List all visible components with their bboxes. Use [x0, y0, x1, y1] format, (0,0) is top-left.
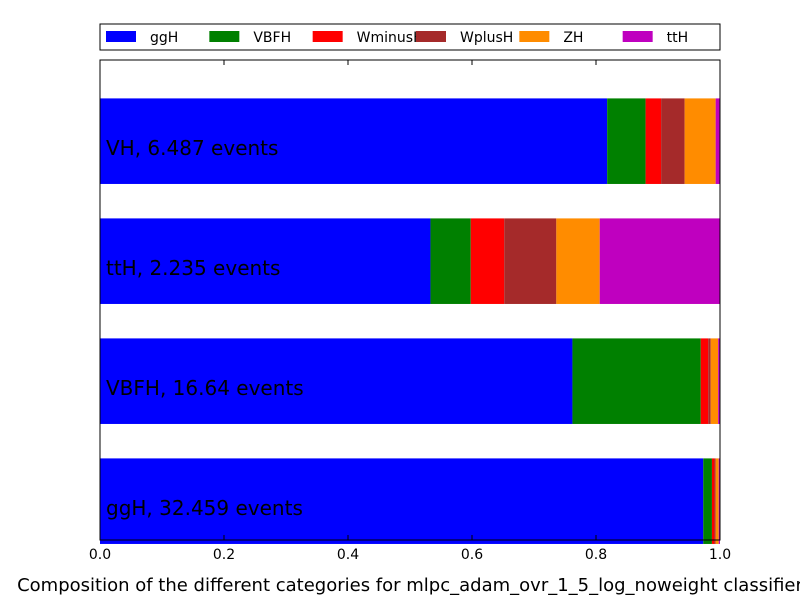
bar-label-vh: VH, 6.487 events: [106, 136, 278, 160]
bar-segment-vbfh-zh: [710, 338, 719, 424]
x-tick-label: 0.2: [213, 547, 235, 563]
bar-segment-ggh-vbfh: [703, 458, 712, 544]
bar-segment-vbfh-wminush: [700, 338, 709, 424]
bar-segment-vbfh-tth: [718, 338, 720, 424]
x-tick-label: 1.0: [709, 547, 731, 563]
legend-swatch-ggh: [106, 31, 136, 42]
bar-segment-vbfh-vbfh: [572, 338, 701, 424]
legend-box: [99, 23, 721, 51]
bar-segment-vh-ggh: [100, 98, 608, 184]
legend-label-vbfh: VBFH: [253, 30, 291, 46]
x-tick-label: 0.6: [461, 547, 483, 563]
bar-label-vbfh: VBFH, 16.64 events: [106, 376, 304, 400]
bar-segment-ggh-wminush: [711, 458, 715, 544]
bar-segment-vh-vbfh: [607, 98, 646, 184]
plot-frame: [99, 59, 721, 541]
bar-segment-tth-vbfh: [430, 218, 471, 304]
bar-segment-vh-zh: [684, 98, 716, 184]
bar-label-ggh: ggH, 32.459 events: [106, 496, 303, 520]
bar-segment-vh-wplush: [661, 98, 685, 184]
bar-segment-vh-wminush: [645, 98, 662, 184]
bar-segment-tth-zh: [556, 218, 600, 304]
legend-label-zh: ZH: [563, 30, 583, 46]
x-tick-label: 0.8: [585, 547, 607, 563]
legend-swatch-wminush: [312, 31, 343, 42]
bar-segment-vh-tth: [715, 98, 720, 184]
legend-label-wminush: WminusH: [357, 30, 424, 46]
bar-segment-tth-ggh: [100, 218, 431, 304]
legend-swatch-tth: [622, 31, 653, 42]
bar-segment-vbfh-ggh: [100, 338, 573, 424]
legend-swatch-vbfh: [209, 31, 240, 42]
x-tick-label: 0.4: [337, 547, 359, 563]
bar-segment-ggh-ggh: [100, 458, 704, 544]
bar-segment-ggh-wplush: [714, 458, 716, 544]
legend-label-tth: ttH: [667, 30, 689, 46]
legend-label-ggh: ggH: [150, 30, 178, 46]
x-tick-label: 0.0: [89, 547, 111, 563]
bar-segment-tth-tth: [599, 218, 720, 304]
legend: ggH VBFH WminusH WplusH ZH ttH: [99, 23, 721, 51]
legend-swatch-zh: [519, 31, 550, 42]
bar-segment-ggh-zh: [715, 458, 719, 544]
x-axis: 0.0 0.2 0.4 0.6 0.8 1.0: [89, 60, 731, 563]
bar-segment-tth-wminush: [470, 218, 505, 304]
bar-segment-ggh-tth: [718, 458, 720, 544]
legend-label-wplush: WplusH: [460, 30, 513, 46]
x-axis-label: Composition of the different categories …: [17, 575, 800, 596]
bars-group: [100, 98, 720, 544]
bar-segment-vbfh-wplush: [708, 338, 711, 424]
bar-segment-tth-wplush: [504, 218, 557, 304]
bar-labels-group: VH, 6.487 events ttH, 2.235 events VBFH, 1…: [106, 136, 304, 520]
bar-label-tth: ttH, 2.235 events: [106, 256, 280, 280]
legend-swatch-wplush: [416, 31, 446, 42]
